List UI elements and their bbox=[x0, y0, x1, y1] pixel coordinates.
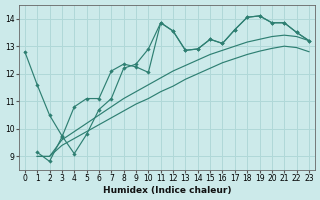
X-axis label: Humidex (Indice chaleur): Humidex (Indice chaleur) bbox=[103, 186, 231, 195]
